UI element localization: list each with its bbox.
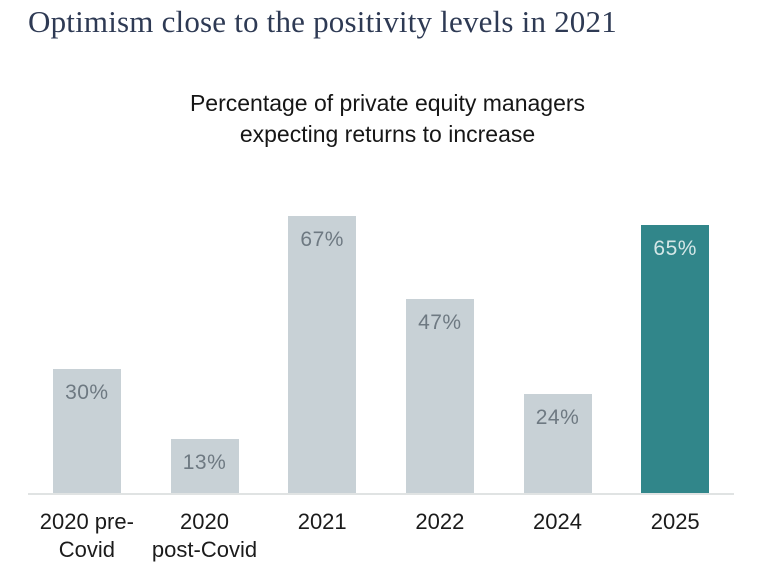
x-tick-line: Covid bbox=[58, 537, 115, 562]
x-tick-line: 2020 pre- bbox=[39, 509, 134, 534]
chart-title-line-2: expecting returns to increase bbox=[239, 121, 536, 147]
bar-cell-2020-post-covid: 13% bbox=[146, 190, 264, 493]
bar-value-label: 24% bbox=[535, 406, 580, 429]
bar-value-label: 13% bbox=[182, 451, 227, 474]
x-tick-line: 2021 bbox=[297, 509, 347, 534]
bar-2020-post-covid: 13% bbox=[170, 439, 239, 493]
bar-2021: 67% bbox=[288, 216, 357, 493]
bar-cell-2020-pre-covid: 30% bbox=[28, 190, 146, 493]
bar-value-label: 47% bbox=[418, 311, 462, 334]
bar-2024: 24% bbox=[523, 394, 592, 493]
x-tick-line: 2020 bbox=[180, 509, 229, 534]
x-tick-line: 2025 bbox=[650, 509, 700, 534]
page-title: Optimism close to the positivity levels … bbox=[28, 4, 617, 39]
x-tick-line: 2022 bbox=[415, 509, 465, 534]
chart-title-line-1: Percentage of private equity managers bbox=[189, 90, 586, 116]
x-tick-line: 2024 bbox=[533, 509, 582, 534]
bar-cell-2022: 47% bbox=[381, 190, 499, 493]
bar-2025: 65% bbox=[641, 225, 710, 493]
x-tick-2020-post-covid: 2020 post-Covid bbox=[146, 508, 264, 564]
bar-value-label: 30% bbox=[65, 381, 109, 404]
chart-title: Percentage of private equity managers ex… bbox=[0, 88, 775, 150]
bar-cell-2024: 24% bbox=[499, 190, 617, 493]
x-axis-labels: 2020 pre- Covid 2020 post-Covid 2021 2022 2024… bbox=[28, 508, 734, 564]
bar-cell-2025: 65% bbox=[616, 190, 734, 493]
bar-value-label: 65% bbox=[653, 237, 697, 260]
bar-cell-2021: 67% bbox=[263, 190, 381, 493]
bar-chart: 30% 13% 67% 47% 24% 65% 2020 pre- Covid 2020 pos… bbox=[28, 190, 734, 562]
bar-2022: 47% bbox=[405, 299, 474, 493]
x-axis-line bbox=[28, 493, 734, 495]
bar-2020-pre-covid: 30% bbox=[52, 369, 121, 493]
bars-container: 30% 13% 67% 47% 24% 65% bbox=[28, 190, 734, 493]
x-tick-2025: 2025 bbox=[616, 508, 734, 564]
x-tick-2022: 2022 bbox=[381, 508, 499, 564]
x-tick-line: post-Covid bbox=[151, 537, 258, 562]
x-tick-2020-pre-covid: 2020 pre- Covid bbox=[28, 508, 146, 564]
x-tick-2024: 2024 bbox=[499, 508, 617, 564]
bar-value-label: 67% bbox=[300, 228, 344, 251]
x-tick-2021: 2021 bbox=[263, 508, 381, 564]
